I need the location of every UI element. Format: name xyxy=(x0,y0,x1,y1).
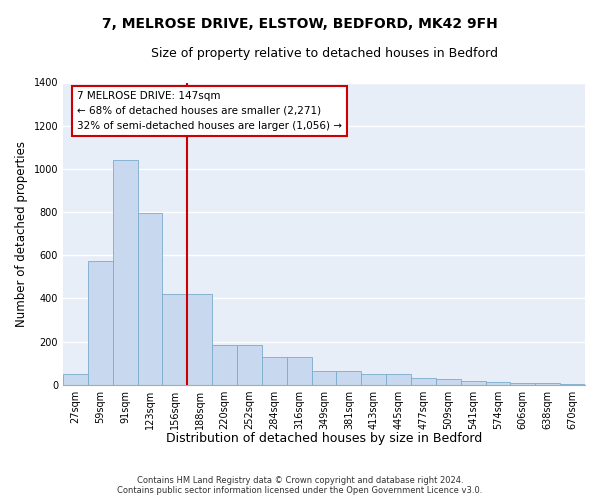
Bar xyxy=(461,380,485,385)
Bar xyxy=(63,374,88,385)
Bar xyxy=(163,294,187,385)
Bar xyxy=(535,382,560,385)
Bar xyxy=(560,384,585,385)
Bar xyxy=(237,345,262,385)
Bar xyxy=(436,380,461,385)
Bar xyxy=(361,374,386,385)
X-axis label: Distribution of detached houses by size in Bedford: Distribution of detached houses by size … xyxy=(166,432,482,445)
Bar xyxy=(88,260,113,385)
Bar xyxy=(386,374,411,385)
Bar xyxy=(511,382,535,385)
Y-axis label: Number of detached properties: Number of detached properties xyxy=(15,140,28,326)
Text: 7 MELROSE DRIVE: 147sqm
← 68% of detached houses are smaller (2,271)
32% of semi: 7 MELROSE DRIVE: 147sqm ← 68% of detache… xyxy=(77,91,342,130)
Bar xyxy=(337,371,361,385)
Bar xyxy=(113,160,137,385)
Bar xyxy=(262,357,287,385)
Bar xyxy=(311,371,337,385)
Bar xyxy=(212,345,237,385)
Bar xyxy=(411,378,436,385)
Bar xyxy=(485,382,511,385)
Title: Size of property relative to detached houses in Bedford: Size of property relative to detached ho… xyxy=(151,48,497,60)
Bar xyxy=(187,294,212,385)
Bar xyxy=(137,213,163,385)
Bar xyxy=(287,357,311,385)
Text: 7, MELROSE DRIVE, ELSTOW, BEDFORD, MK42 9FH: 7, MELROSE DRIVE, ELSTOW, BEDFORD, MK42 … xyxy=(102,18,498,32)
Text: Contains HM Land Registry data © Crown copyright and database right 2024.
Contai: Contains HM Land Registry data © Crown c… xyxy=(118,476,482,495)
